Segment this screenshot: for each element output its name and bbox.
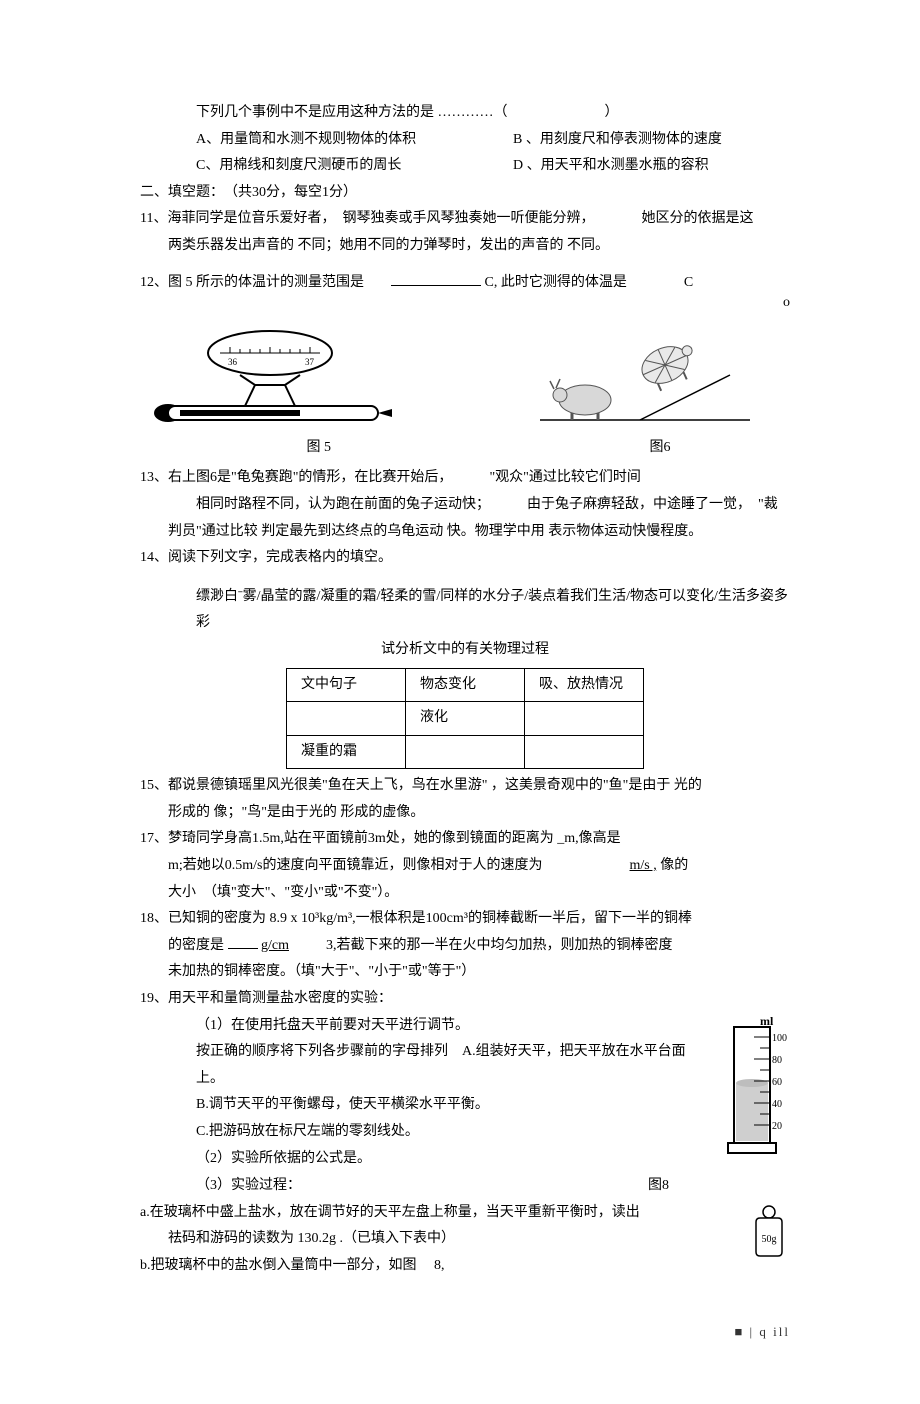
q14-r2c3[interactable] — [525, 702, 644, 736]
q12-blank1[interactable] — [391, 271, 481, 286]
q10-opt-b: B 、用刻度尺和停表测物体的速度 — [513, 127, 790, 154]
cylinder-figure-wrap: ml 100 80 60 40 20 — [720, 1013, 790, 1174]
q15-b: 形成的 像；"鸟"是由于光的 形成的虚像。 — [140, 800, 790, 827]
cyl-unit: ml — [760, 1014, 774, 1028]
q17-e: 大小 （填"变大"、"变小"或"不变"）。 — [140, 880, 790, 907]
q19-s1c: B.调节天平的平衡螺母，使天平横梁水平平衡。 — [140, 1092, 790, 1119]
q13: 13、右上图6是"龟兔赛跑"的情形，在比赛开始后， "观众"通过比较它们时间 — [140, 465, 790, 492]
q14-h3: 吸、放热情况 — [525, 668, 644, 702]
q12-b: C, 此时它测得的体温是 — [485, 275, 627, 290]
q18-line2: 的密度是 g/cm 3,若截下来的那一半在火中均匀加热，则加热的铜棒密度 — [140, 933, 790, 960]
cyl-80: 80 — [772, 1055, 782, 1066]
q13-a: 13、右上图6是"龟兔赛跑"的情形，在比赛开始后， — [140, 470, 452, 485]
q10-stem-close: ） — [605, 105, 619, 120]
cyl-60: 60 — [772, 1077, 782, 1088]
q13-d: 由于兔子麻痹轻敌，中途睡了一觉， "裁 — [527, 497, 778, 512]
svg-text:36: 36 — [228, 357, 238, 367]
q17-line2: m;若她以0.5m/s的速度向平面镜靠近，则像相对于人的速度为 m/s , 像的 — [140, 853, 790, 880]
q18-b: 的密度是 — [168, 938, 224, 953]
q19-pa: a.在玻璃杯中盛上盐水，放在调节好的天平左盘上称量，当天平重新平衡时，读出 — [140, 1200, 790, 1227]
q10-opt-d: D 、用天平和水测墨水瓶的容积 — [513, 153, 790, 180]
q10-stem: 下列几个事例中不是应用这种方法的是 …………（ ） — [140, 100, 790, 127]
q14-r3c3[interactable] — [525, 735, 644, 769]
page-footer: ■ | q ill — [140, 1320, 790, 1345]
q12-a: 12、图 5 所示的体温计的测量范围是 — [140, 275, 364, 290]
q10-opt-a: A、用量筒和水测不规则物体的体积 — [196, 127, 473, 154]
q17-b: m;若她以0.5m/s的速度向平面镜靠近，则像相对于人的速度为 — [168, 858, 543, 873]
cylinder-figure: ml 100 80 60 40 20 — [720, 1013, 790, 1163]
weight-figure: 50g — [748, 1204, 790, 1260]
cyl-40: 40 — [772, 1099, 782, 1110]
fig6-caption: 图6 — [530, 435, 790, 462]
q14-r3c2[interactable] — [406, 735, 525, 769]
q14-table-caption: 试分析文中的有关物理过程 — [140, 637, 790, 664]
q11-c: 两类乐器发出声音的 不同；她用不同的力弹琴时，发出的声音的 不同。 — [140, 233, 790, 260]
q18-c: g/cm — [261, 938, 289, 953]
q11-a: 11、海菲同学是位音乐爱好者， 钢琴独奏或手风琴独奏她一听便能分辨， — [140, 211, 594, 226]
q10-stem-text: 下列几个事例中不是应用这种方法的是 …………（ — [196, 105, 508, 120]
q14-r2c1[interactable] — [287, 702, 406, 736]
weight-figure-wrap: 50g — [748, 1204, 790, 1271]
q19-s1: （1）在使用托盘天平前要对天平进行调节。 — [140, 1013, 790, 1040]
q18-a: 18、已知铜的密度为 8.9 x 10³kg/m³,一根体积是100cm³的铜棒… — [140, 906, 790, 933]
q14-r2c2: 液化 — [406, 702, 525, 736]
q17-c: m/s , — [630, 858, 657, 873]
q15-a: 15、都说景德镇瑶里风光很美"鱼在天上飞，鸟在水里游" ，这美景奇观中的"鱼"是… — [140, 773, 790, 800]
weight-label: 50g — [762, 1234, 777, 1245]
q19-s3-row: （3）实验过程： 图8 — [140, 1173, 790, 1200]
section2-title: 二、填空题： （共30分，每空1分） — [140, 180, 790, 207]
q14-h1: 文中句子 — [287, 668, 406, 702]
cyl-20: 20 — [772, 1121, 782, 1132]
q13-b: "观众"通过比较它们时间 — [489, 470, 640, 485]
q11: 11、海菲同学是位音乐爱好者， 钢琴独奏或手风琴独奏她一听便能分辨， 她区分的依… — [140, 206, 790, 233]
q19-pa2: 祛码和游码的读数为 130.2g .（已填入下表中） — [140, 1226, 790, 1253]
q13-line2: 相同时路程不同，认为跑在前面的兔子运动快； 由于兔子麻痹轻敌，中途睡了一觉， "… — [140, 492, 790, 519]
q10-opt-c: C、用棉线和刻度尺测硬币的周长 — [196, 153, 473, 180]
q11-b: 她区分的依据是这 — [641, 211, 753, 226]
q13-c: 相同时路程不同，认为跑在前面的兔子运动快； — [196, 497, 490, 512]
q18-d: 3,若截下来的那一半在火中均匀加热，则加热的铜棒密度 — [326, 938, 673, 953]
q18-e: 未加热的铜棒密度。（填"大于"、"小于"或"等于"） — [140, 959, 790, 986]
q19-s1d: C.把游码放在标尺左端的零刻线处。 — [140, 1119, 790, 1146]
q12-c: C — [684, 275, 693, 290]
q13-e: 判员"通过比较 判定最先到达终点的乌龟运动 快。物理学中用 表示物体运动快慢程度… — [140, 519, 790, 546]
q14-h2: 物态变化 — [406, 668, 525, 702]
q17-d: 像的 — [660, 858, 688, 873]
q19-a: 19、用天平和量筒测量盐水密度的实验： — [140, 986, 790, 1013]
svg-text:37: 37 — [305, 357, 315, 367]
q14-a: 14、阅读下列文字，完成表格内的填空。 — [140, 545, 790, 572]
fig8-caption: 图8 — [648, 1178, 669, 1193]
fig5-caption: 图 5 — [140, 435, 498, 462]
q19-s1b: 按正确的顺序将下列各步骤前的字母排列 A.组装好天平，把天平放在水平台面上。 — [140, 1039, 790, 1092]
q14-r3c1: 凝重的霜 — [287, 735, 406, 769]
q17-a: 17、梦琦同学身高1.5m,站在平面镜前3m处，她的像到镜面的距离为 _m,像高… — [140, 826, 790, 853]
cyl-100: 100 — [772, 1033, 787, 1044]
figure-row: 36 37 图 5 — [140, 325, 790, 462]
q12: 12、图 5 所示的体温计的测量范围是 C, 此时它测得的体温是 C — [140, 270, 790, 297]
q19-s3: （3）实验过程： — [196, 1178, 301, 1193]
q19-s2: （2）实验所依据的公式是。 — [140, 1146, 790, 1173]
thermometer-figure: 36 37 — [140, 325, 400, 435]
q19-pb: b.把玻璃杯中的盐水倒入量筒中一部分，如图 8, — [140, 1253, 790, 1280]
q14-poem: 缥渺白ˉ雾/晶莹的露/凝重的霜/轻柔的雪/同样的水分子/装点着我们生活/物态可以… — [140, 584, 790, 637]
tortoise-hare-figure — [530, 325, 760, 435]
q18-blank[interactable] — [228, 934, 258, 949]
q14-table: 文中句子 物态变化 吸、放热情况 液化 凝重的霜 — [286, 668, 644, 770]
